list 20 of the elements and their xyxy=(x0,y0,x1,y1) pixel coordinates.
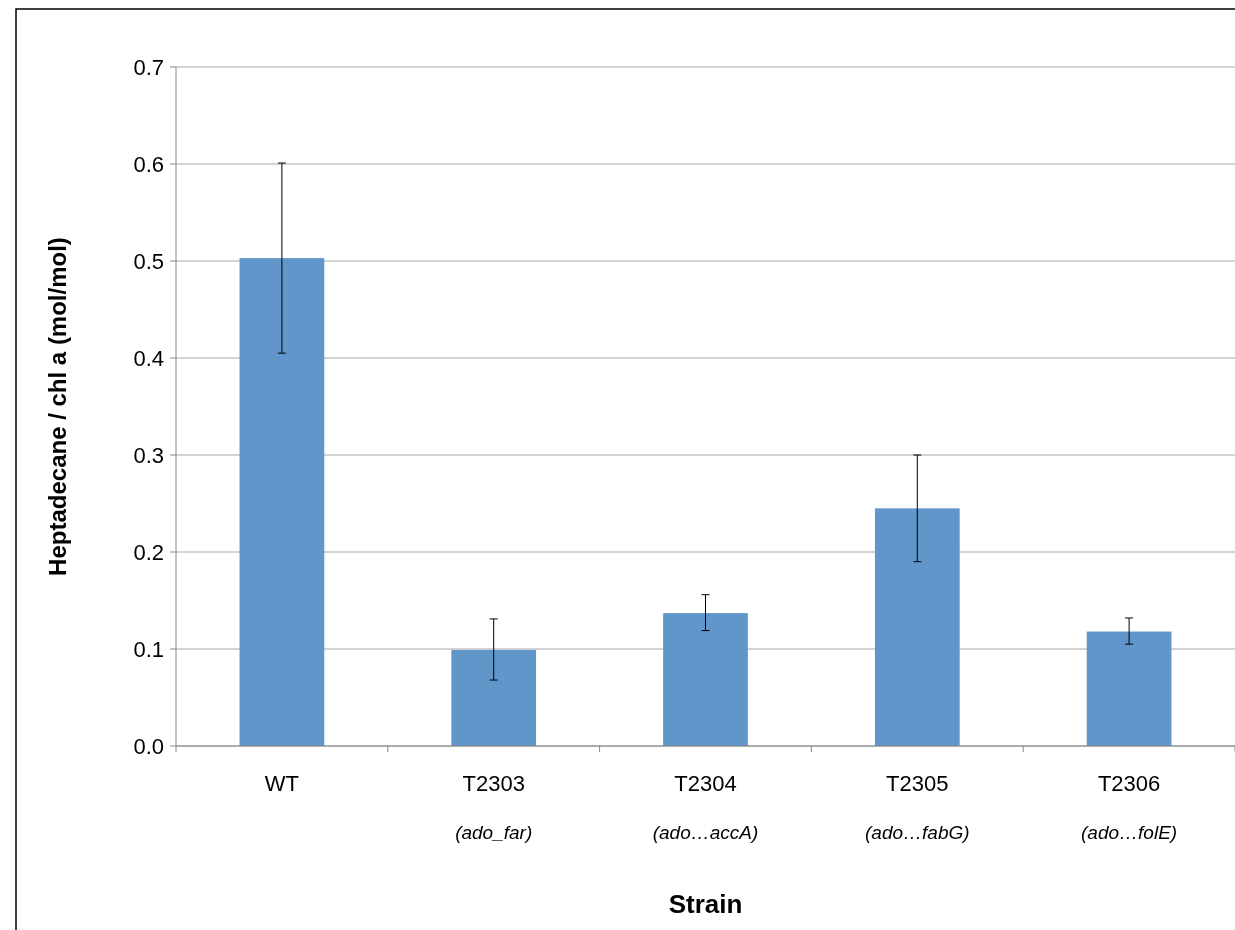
x-axis-title: Strain xyxy=(668,889,743,919)
x-tick-label: T2306 (ado…folE) xyxy=(1081,771,1178,843)
x-tick-label: T2304 (ado…accA) xyxy=(652,771,759,843)
x-tick-label: T2303 (ado_far) xyxy=(455,771,533,843)
x-tick-label: WT xyxy=(264,771,299,796)
x-tick-label: T2305 (ado…fabG) xyxy=(865,771,970,843)
bar xyxy=(1086,631,1172,746)
y-tick-label: 0.5 xyxy=(133,248,164,274)
y-tick-label: 0.4 xyxy=(133,345,164,371)
bar xyxy=(239,258,325,746)
y-tick-label: 0.0 xyxy=(133,733,164,759)
bar xyxy=(874,508,960,746)
y-tick-label: 0.3 xyxy=(133,442,164,468)
bar xyxy=(451,649,537,746)
bar xyxy=(663,613,748,746)
y-tick-label: 0.6 xyxy=(133,151,164,177)
y-tick-label: 0.7 xyxy=(133,54,164,80)
y-tick-label: 0.1 xyxy=(133,636,164,662)
y-axis-title: Heptadecane / chl a (mol/mol) xyxy=(44,237,71,576)
y-tick-label: 0.2 xyxy=(133,539,164,565)
